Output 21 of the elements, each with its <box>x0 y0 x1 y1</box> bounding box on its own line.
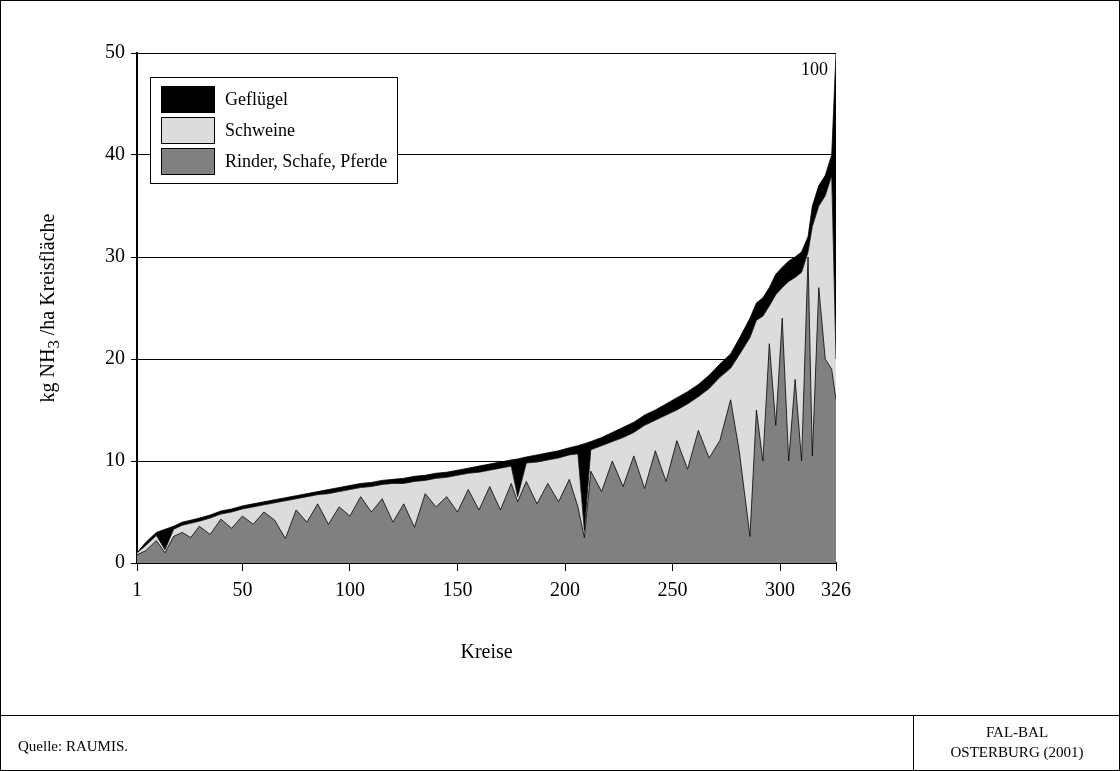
y-tick-label: 50 <box>105 40 125 63</box>
x-tick-label: 50 <box>232 578 253 601</box>
y-tick-label: 20 <box>105 346 125 369</box>
x-axis-title: Kreise <box>460 640 513 663</box>
x-tick-label: 326 <box>821 578 851 601</box>
x-tick-label: 1 <box>132 578 142 601</box>
legend-label: Geflügel <box>225 89 288 110</box>
y-tick-label: 30 <box>105 244 125 267</box>
y-tick-label: 40 <box>105 142 125 165</box>
legend-label: Schweine <box>225 120 295 141</box>
x-tick-label: 200 <box>550 578 580 601</box>
x-tick-label: 300 <box>765 578 796 601</box>
y-tick-label: 0 <box>115 550 125 573</box>
annotation: 100 <box>801 58 828 79</box>
source-note: Quelle: RAUMIS. <box>18 738 128 755</box>
x-tick-label: 100 <box>334 578 365 601</box>
legend-label: Rinder, Schafe, Pferde <box>225 151 388 172</box>
y-tick-label: 10 <box>105 448 125 471</box>
text: FAL-BAL OSTERBURG (2001) <box>949 723 1085 762</box>
x-tick-label: 150 <box>442 578 473 601</box>
x-tick-label: 250 <box>657 578 688 601</box>
